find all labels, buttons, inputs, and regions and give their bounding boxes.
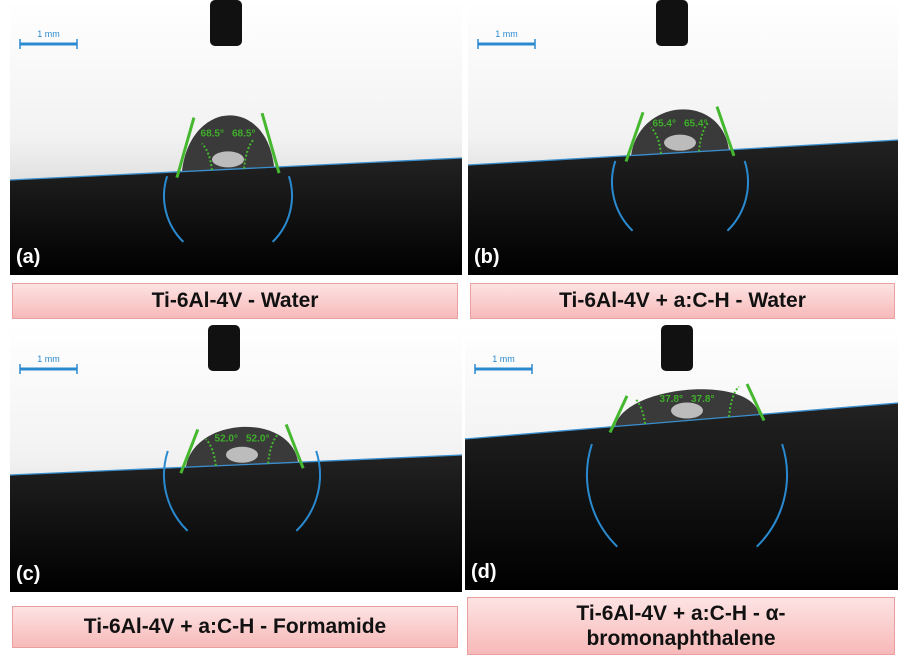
highlight: [664, 135, 696, 151]
panel-label: (d): [471, 561, 497, 583]
angle-label: 52.0°: [215, 434, 238, 445]
highlight: [212, 151, 244, 167]
needle: [661, 325, 693, 371]
angle-label: 52.0°: [246, 434, 269, 445]
angle-label: 37.8°: [660, 394, 683, 405]
caption: Ti-6Al-4V - Water: [12, 283, 458, 319]
panel-image: 65.4° 65.4° 1 mm (b): [468, 0, 898, 275]
angle-label: 68.5°: [201, 128, 224, 139]
panel-label: (a): [16, 246, 40, 268]
figure: 68.5° 68.5° 1 mm (a) 65.4° 65.4° 1 mm (b) 52.0…: [0, 0, 898, 655]
surface: [10, 455, 462, 592]
panel-image: 68.5° 68.5° 1 mm (a): [10, 0, 462, 275]
scale-label: 1 mm: [37, 29, 60, 39]
angle-label: 68.5°: [232, 128, 255, 139]
caption: Ti-6Al-4V + a:C-H - α-bromonaphthalene: [467, 597, 895, 655]
scale-label: 1 mm: [495, 29, 518, 39]
needle: [210, 0, 242, 46]
panel-image: 52.0° 52.0° 1 mm (c): [10, 325, 462, 592]
highlight: [226, 447, 258, 463]
caption: Ti-6Al-4V + a:C-H - Formamide: [12, 606, 458, 648]
angle-label: 65.4°: [684, 118, 707, 129]
panel-image: 37.8° 37.8° 1 mm (d): [465, 325, 898, 590]
angle-label: 65.4°: [653, 118, 676, 129]
scale-label: 1 mm: [37, 354, 60, 364]
needle: [208, 325, 240, 371]
panel-label: (b): [474, 246, 500, 268]
angle-label: 37.8°: [691, 394, 714, 405]
needle: [656, 0, 688, 46]
highlight: [671, 403, 703, 419]
scale-label: 1 mm: [492, 354, 515, 364]
caption: Ti-6Al-4V + a:C-H - Water: [470, 283, 895, 319]
panel-label: (c): [16, 563, 40, 585]
